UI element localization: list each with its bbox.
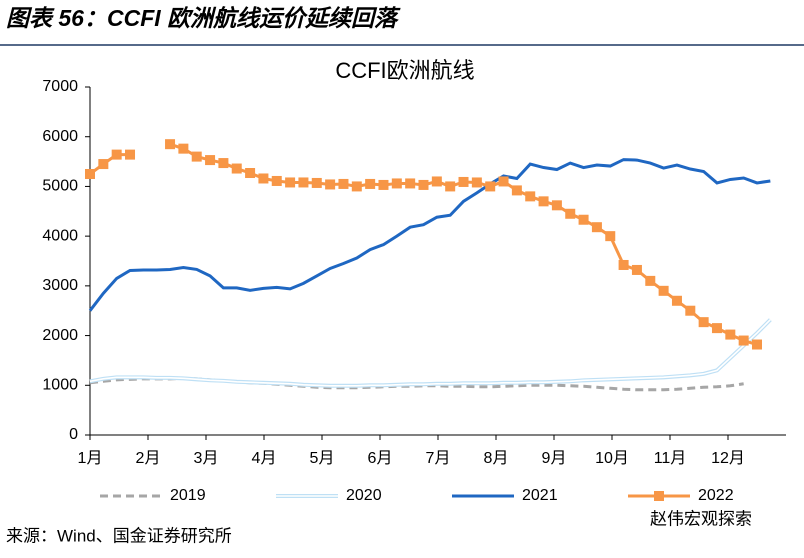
- marker: [391, 178, 402, 189]
- y-tick-label: 7000: [42, 78, 78, 95]
- series-line: [88, 158, 771, 312]
- legend-marker: [654, 491, 664, 501]
- series-line-outer: [89, 318, 772, 388]
- y-tick-label: 6000: [42, 128, 78, 145]
- marker: [178, 143, 189, 154]
- y-tick-label: 1000: [42, 377, 78, 394]
- marker: [471, 177, 482, 188]
- marker: [591, 222, 602, 233]
- marker: [605, 231, 616, 242]
- y-tick-label: 4000: [42, 227, 78, 244]
- legend-label: 2021: [522, 487, 558, 504]
- figure-title: 图表 56：CCFI 欧洲航线运价延续回落: [6, 5, 401, 31]
- x-tick-label: 11月: [654, 450, 687, 467]
- legend-label: 2020: [346, 487, 382, 504]
- marker: [245, 168, 256, 179]
- marker: [458, 176, 469, 187]
- marker: [85, 169, 95, 179]
- marker: [511, 185, 522, 196]
- marker: [365, 178, 376, 189]
- legend-label: 2022: [698, 487, 734, 504]
- marker: [418, 179, 429, 190]
- x-tick-label: 5月: [310, 450, 335, 467]
- x-tick-label: 8月: [484, 450, 509, 467]
- marker: [191, 151, 202, 162]
- marker: [538, 196, 549, 207]
- marker: [485, 181, 496, 192]
- marker: [231, 163, 242, 174]
- marker: [325, 179, 336, 190]
- marker: [738, 335, 749, 346]
- x-tick-label: 10月: [595, 450, 629, 467]
- marker: [298, 177, 309, 188]
- chart-title: CCFI欧洲航线: [335, 58, 474, 83]
- y-tick-label: 3000: [42, 277, 78, 294]
- x-tick-label: 7月: [426, 450, 451, 467]
- marker: [378, 179, 389, 190]
- series-line-inner: [89, 319, 771, 387]
- marker: [752, 339, 762, 350]
- x-tick-label: 2月: [136, 450, 161, 467]
- marker: [431, 176, 442, 187]
- marker: [618, 259, 629, 270]
- marker: [405, 178, 416, 189]
- marker: [498, 176, 509, 187]
- marker: [338, 178, 349, 189]
- y-tick-label: 2000: [42, 327, 78, 344]
- marker: [685, 305, 696, 316]
- watermark: 赵伟宏观探索: [650, 509, 752, 528]
- source-note: 来源：Wind、国金证券研究所: [6, 526, 232, 545]
- legend-label: 2019: [170, 487, 206, 504]
- x-tick-label: 12月: [711, 450, 745, 467]
- marker: [698, 317, 709, 328]
- marker: [205, 155, 216, 166]
- x-tick-label: 3月: [194, 450, 219, 467]
- marker: [111, 149, 122, 160]
- marker: [551, 200, 562, 211]
- series-line: [89, 142, 758, 346]
- marker: [285, 177, 296, 188]
- marker: [578, 214, 589, 225]
- marker: [565, 208, 576, 219]
- marker: [218, 158, 229, 169]
- marker: [725, 329, 736, 340]
- x-tick-label: 4月: [252, 450, 277, 467]
- marker: [671, 295, 682, 306]
- marker: [271, 175, 282, 186]
- marker: [258, 173, 269, 184]
- marker: [445, 181, 456, 192]
- x-tick-label: 1月: [78, 450, 103, 467]
- marker: [165, 139, 176, 150]
- marker: [351, 181, 362, 192]
- marker: [125, 149, 136, 160]
- y-tick-label: 0: [69, 426, 78, 443]
- y-tick-label: 5000: [42, 178, 78, 195]
- x-tick-label: 6月: [368, 450, 393, 467]
- marker: [98, 159, 109, 170]
- marker: [631, 264, 642, 275]
- marker: [525, 191, 536, 202]
- marker: [645, 275, 656, 286]
- marker: [711, 323, 722, 334]
- marker: [311, 177, 322, 188]
- x-tick-label: 9月: [542, 450, 567, 467]
- marker: [658, 285, 669, 296]
